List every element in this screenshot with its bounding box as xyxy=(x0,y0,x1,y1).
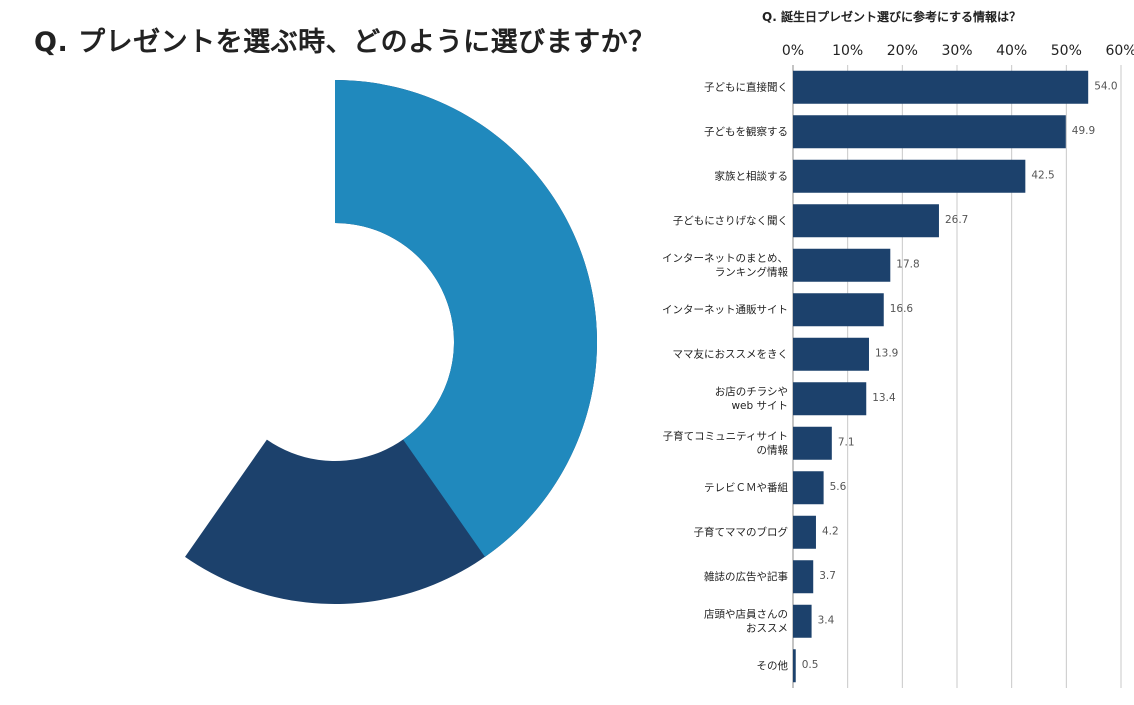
bar-value-label: 5.6 xyxy=(830,481,847,493)
bar xyxy=(793,159,1026,193)
x-tick-label: 30% xyxy=(941,43,972,59)
category-label: ママ友におススメをきく xyxy=(673,347,789,360)
bar xyxy=(793,649,796,683)
x-tick-label: 50% xyxy=(1051,43,1082,59)
donut-chart-title: Q. プレゼントを選ぶ時、どのように選びますか？ xyxy=(34,27,656,58)
x-tick-label: 10% xyxy=(832,43,863,59)
bar xyxy=(793,382,867,416)
bar-value-label: 42.5 xyxy=(1031,169,1054,181)
category-label: web サイト xyxy=(731,400,788,412)
category-label: 家族と相談する xyxy=(715,169,789,182)
bar xyxy=(793,426,832,460)
bar-chart: 0% 10% 20% 30% 40% 50% 60% 54.0 子どもに直接聞く 49.9 子どもを… xyxy=(662,43,1134,688)
donut-slice-label-1: 子どもには xyxy=(97,237,217,265)
category-label: 子育てコミュニティサイト xyxy=(663,429,788,442)
bar-value-label: 13.9 xyxy=(875,347,898,359)
bar xyxy=(793,515,816,549)
category-label: おススメ xyxy=(746,622,788,634)
donut-slice-label-1: 選ぶ xyxy=(133,311,181,339)
category-label: 子育てママのブログ xyxy=(694,525,789,538)
bar-value-label: 0.5 xyxy=(802,659,819,671)
bar-value-label: 54.0 xyxy=(1094,80,1117,92)
bar-value-label: 26.7 xyxy=(945,214,968,226)
category-label: お店のチラシや xyxy=(715,385,788,398)
bar-value-label: 13.4 xyxy=(872,392,896,404)
bar-chart-title: Q. 誕生日プレゼント選びに参考にする情報は？ xyxy=(762,10,1022,24)
x-tick-label: 60% xyxy=(1105,43,1134,59)
bar xyxy=(793,115,1066,149)
bar xyxy=(793,560,814,594)
bar-value-label: 16.6 xyxy=(890,303,914,315)
bar-value-label: 3.7 xyxy=(819,570,836,582)
bar-value-label: 49.9 xyxy=(1072,125,1095,137)
donut-slice-value-1: 40.3% xyxy=(119,348,195,376)
category-label: インターネットのまとめ、 xyxy=(662,252,788,264)
category-label: 雑誌の広告や記事 xyxy=(704,570,788,583)
bar-value-label: 3.4 xyxy=(818,614,835,626)
x-tick-label: 40% xyxy=(996,43,1027,59)
bar xyxy=(793,293,884,327)
bar xyxy=(793,70,1089,104)
category-label: 子どもを観察する xyxy=(704,125,788,138)
category-label: 店頭や店員さんの xyxy=(704,607,788,620)
category-label: テレビＣＭや番組 xyxy=(704,481,788,494)
donut-slice-label-1: 知らせずに xyxy=(97,274,217,302)
donut-slice-1 xyxy=(335,80,597,557)
category-label: その他 xyxy=(757,659,789,672)
bar xyxy=(793,471,824,505)
category-label: 子どもに直接聞く xyxy=(704,80,788,93)
bar-value-label: 7.1 xyxy=(838,436,855,448)
category-label: の情報 xyxy=(757,443,789,456)
bar xyxy=(793,204,939,238)
x-tick-label: 0% xyxy=(782,43,804,59)
bar-value-label: 17.8 xyxy=(896,258,919,270)
category-label: インターネット通販サイト xyxy=(662,304,788,316)
bar xyxy=(793,248,891,282)
category-label: 子どもにさりげなく聞く xyxy=(673,215,788,227)
bar xyxy=(793,604,812,638)
x-tick-label: 20% xyxy=(887,43,918,59)
bar xyxy=(793,337,869,371)
category-label: ランキング情報 xyxy=(715,265,789,278)
bar-value-label: 4.2 xyxy=(822,525,839,537)
